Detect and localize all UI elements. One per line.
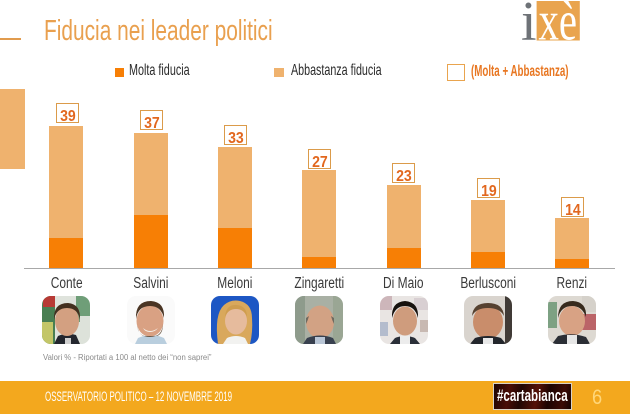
svg-text:xè: xè (539, 0, 578, 46)
svg-text:i: i (521, 0, 537, 46)
